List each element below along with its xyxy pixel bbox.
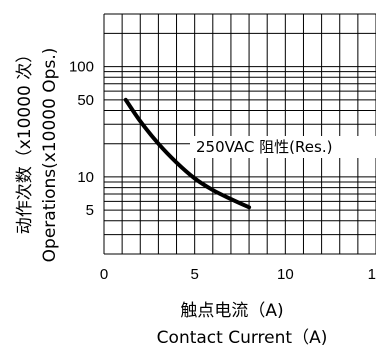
x-axis-label-chinese: 触点电流（A) — [180, 301, 283, 321]
x-axis-label-english: Contact Current（A) — [157, 328, 328, 348]
y-tick-label: 100 — [69, 59, 94, 76]
x-tick-label: 0 — [100, 266, 108, 283]
chart-annotations: 250VAC 阻性(Res.) — [190, 136, 376, 158]
series-annotation: 250VAC 阻性(Res.) — [196, 138, 332, 156]
chart-axis-labels: 触点电流（A) Contact Current（A) 动作次数（x10000 次… — [15, 46, 327, 348]
y-tick-label: 10 — [77, 169, 94, 186]
x-tick-label: 5 — [190, 266, 198, 283]
series-annotation-background — [190, 136, 376, 158]
y-axis-label-english: Operations(x10000 Ops.) — [40, 48, 60, 263]
y-axis-label-chinese: 动作次数（x10000 次） — [15, 46, 35, 235]
chart-tick-labels: 0 5 10 15 5 10 50 100 — [69, 59, 376, 283]
x-tick-label: 10 — [277, 266, 294, 283]
x-tick-label: 15 — [368, 266, 376, 283]
series-line-0 — [123, 97, 252, 210]
y-tick-label: 50 — [77, 92, 94, 109]
chart-series — [123, 97, 252, 210]
chart-grid — [103, 13, 376, 255]
y-tick-label: 5 — [86, 202, 94, 219]
